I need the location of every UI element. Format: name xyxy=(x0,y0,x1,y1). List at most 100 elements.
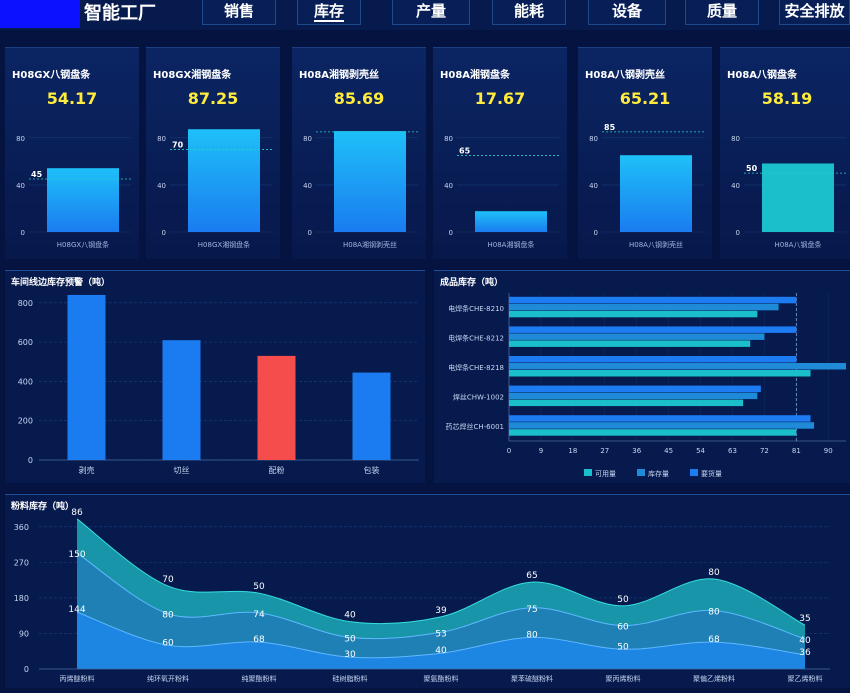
data-label: 70 xyxy=(162,575,174,585)
data-label: 40 xyxy=(344,611,356,621)
kpi-value: 85.69 xyxy=(334,89,385,108)
kpi-name: H08A八钢盘条 xyxy=(727,68,798,81)
x-tick-label: 90 xyxy=(824,447,833,455)
y-tick-label: 200 xyxy=(18,417,33,426)
bar-要货量 xyxy=(509,385,761,393)
kpi-tick: 0 xyxy=(308,229,312,237)
data-label: 39 xyxy=(435,606,447,616)
kpi-tick: 40 xyxy=(16,182,25,190)
x-tick-label: 45 xyxy=(664,447,673,455)
nav-tab-2[interactable]: 库存 xyxy=(297,0,361,25)
kpi-category-label: H08A八钢盘条 xyxy=(775,240,822,249)
kpi-chart: H08A八钢盘条 58.19 0 40 80 50 H08A八钢盘条 xyxy=(727,68,846,249)
kpi-tick: 40 xyxy=(589,182,598,190)
kpi-bar xyxy=(188,129,260,232)
legend-swatch xyxy=(584,469,592,476)
x-tick-label: 18 xyxy=(568,447,577,455)
data-label: 53 xyxy=(435,629,446,639)
kpi-reference-label: 65 xyxy=(459,146,471,155)
kpi-category-label: H08A八钢剥壳丝 xyxy=(629,240,683,249)
nav-tab-5[interactable]: 设备 xyxy=(588,0,666,25)
powder-stock-chart: 0 90 180 270 360 144 60 68 30 40 80 50 68 36 150 80 74 50… xyxy=(14,508,830,683)
kpi-category-label: H08GX湘钢盘条 xyxy=(198,240,250,249)
data-label: 80 xyxy=(708,568,720,578)
kpi-value: 87.25 xyxy=(188,89,239,108)
x-tick-label: 聚偏乙烯粉料 xyxy=(693,674,735,683)
kpi-tick: 80 xyxy=(157,135,166,143)
nav-tab-label: 产量 xyxy=(415,2,446,20)
x-tick-label: 纯聚酯粉料 xyxy=(242,674,277,683)
bar-要货量 xyxy=(509,296,797,304)
kpi-panel-5: H08A八钢剥壳丝 65.21 0 40 80 85 H08A八钢剥壳丝 xyxy=(578,47,712,259)
legend-label: 库存量 xyxy=(648,469,669,478)
bar-库存量 xyxy=(509,392,758,400)
nav-tab-7[interactable]: 安全排放 xyxy=(779,0,850,25)
kpi-name: H08GX八钢盘条 xyxy=(12,68,91,81)
kpi-tick: 0 xyxy=(594,229,598,237)
kpi-value: 54.17 xyxy=(47,89,98,108)
legend-swatch xyxy=(637,469,645,476)
x-tick-label: 聚氨酯粉料 xyxy=(424,674,459,683)
kpi-reference-label: 70 xyxy=(172,141,184,150)
kpi-name: H08A八钢剥壳丝 xyxy=(585,68,665,81)
kpi-tick: 40 xyxy=(157,182,166,190)
bar-要货量 xyxy=(509,356,797,363)
kpi-bar xyxy=(762,163,834,232)
bar-可用量 xyxy=(509,399,744,407)
data-label: 40 xyxy=(435,646,447,656)
data-label: 86 xyxy=(71,508,83,518)
nav-tab-1[interactable]: 销售 xyxy=(202,0,276,25)
x-tick-label: 9 xyxy=(539,447,543,455)
bar-可用量 xyxy=(509,429,797,436)
kpi-tick: 80 xyxy=(444,135,453,143)
x-tick-label: 72 xyxy=(760,447,769,455)
bar-2 xyxy=(162,340,201,460)
nav-tab-4[interactable]: 能耗 xyxy=(492,0,566,25)
data-label: 50 xyxy=(617,642,629,652)
kpi-panel-4: H08A湘钢盘条 17.67 0 40 80 65 H08A湘钢盘条 xyxy=(433,47,567,259)
kpi-name: H08A湘钢剥壳丝 xyxy=(299,68,379,81)
data-label: 50 xyxy=(253,582,265,592)
bar-可用量 xyxy=(509,310,758,318)
data-label: 68 xyxy=(253,635,265,645)
bar-可用量 xyxy=(509,340,751,347)
y-tick-label: 90 xyxy=(19,629,29,638)
bar-要货量 xyxy=(509,326,797,333)
nav-tab-label: 设备 xyxy=(611,2,642,20)
bar-库存量 xyxy=(509,333,765,340)
bar-要货量 xyxy=(509,415,811,422)
kpi-tick: 80 xyxy=(303,135,312,143)
kpi-value: 65.21 xyxy=(620,89,671,108)
nav-tab-label: 安全排放 xyxy=(784,2,845,20)
x-tick-label: 丙烯醚粉料 xyxy=(60,674,95,683)
kpi-reference-label: 45 xyxy=(31,170,43,179)
kpi-tick: 0 xyxy=(21,229,25,237)
kpi-chart: H08GX八钢盘条 54.17 0 40 80 45 H08GX八钢盘条 xyxy=(12,68,131,249)
x-tick-label: 聚乙烯粉料 xyxy=(788,674,823,683)
y-tick-label: 药芯焊丝CH-6001 xyxy=(446,422,505,431)
x-tick-label: 27 xyxy=(600,447,609,455)
x-tick-label: 纯环氧开粉料 xyxy=(147,674,189,683)
legend-label: 可用量 xyxy=(595,470,616,478)
kpi-name: H08A湘钢盘条 xyxy=(440,68,511,81)
x-tick-label: 聚丙烯粉料 xyxy=(606,674,641,683)
nav-tab-3[interactable]: 产量 xyxy=(392,0,470,25)
data-label: 60 xyxy=(162,638,174,648)
nav-tab-label: 能耗 xyxy=(513,2,544,20)
finished-stock-title: 成品库存（吨） xyxy=(440,278,504,288)
kpi-panel-3: H08A湘钢剥壳丝 85.69 0 40 80 H08A湘钢剥壳丝 xyxy=(292,47,426,259)
finished-stock-chart: 0 9 18 27 36 45 54 63 72 81 90 电焊条CHE-8210 电焊条CHE-82… xyxy=(446,293,846,478)
y-tick-label: 180 xyxy=(14,594,29,603)
kpi-chart: H08A湘钢剥壳丝 85.69 0 40 80 H08A湘钢剥壳丝 xyxy=(299,68,418,249)
x-tick-label: 配粉 xyxy=(269,465,285,475)
y-tick-label: 270 xyxy=(14,558,29,567)
x-tick-label: 包装 xyxy=(364,465,380,475)
line-side-stock-panel: 车间线边库存预警（吨） 0 200 400 600 800 剥壳 切丝 配粉 包装 xyxy=(5,270,425,483)
line-side-stock-title: 车间线边库存预警（吨） xyxy=(11,278,111,288)
kpi-reference-label: 85 xyxy=(604,123,616,132)
kpi-chart: H08A八钢剥壳丝 65.21 0 40 80 85 H08A八钢剥壳丝 xyxy=(585,68,704,249)
bar-3 xyxy=(257,355,296,460)
kpi-bar xyxy=(620,155,692,232)
data-label: 80 xyxy=(162,611,174,621)
nav-tab-6[interactable]: 质量 xyxy=(685,0,759,25)
